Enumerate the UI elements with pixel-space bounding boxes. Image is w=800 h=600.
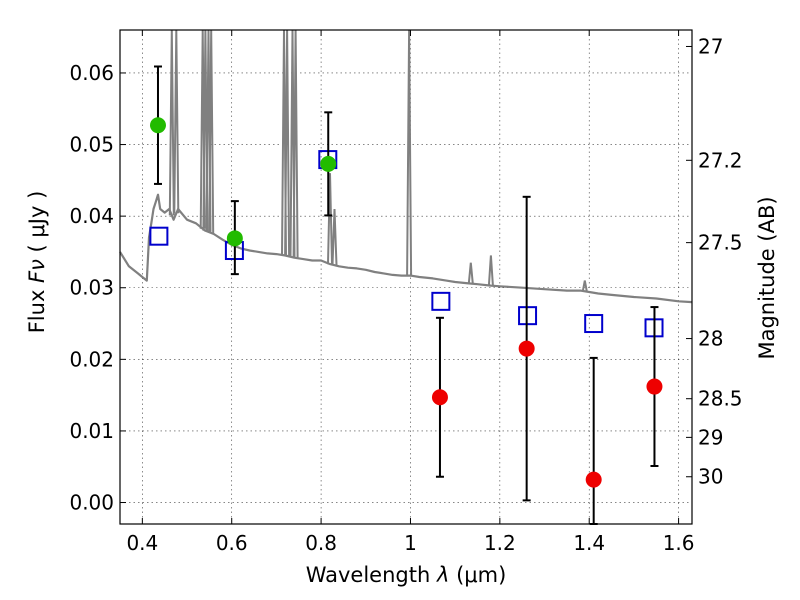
y2-tick-label: 28.5 [698, 387, 743, 411]
photometry-point [646, 378, 663, 395]
y2-tick-label: 30 [698, 465, 723, 489]
y2-axis-label: Magnitude (AB) [755, 196, 779, 359]
model-flux-square [431, 291, 451, 311]
photometry-point [320, 155, 337, 172]
y2-tick-label: 29 [698, 425, 723, 449]
y2-tick-label: 27.2 [698, 148, 743, 172]
y-tick-label: 0.01 [69, 419, 114, 443]
x-tick-label: 0.8 [305, 531, 337, 555]
y-axis-label: Flux Fν ( μJy ) [25, 191, 49, 334]
photometry-point [431, 389, 448, 406]
x-tick-label: 0.6 [216, 531, 248, 555]
x-axis-label: Wavelength λ (μm) [306, 563, 507, 587]
y-tick-label: 0.05 [69, 133, 114, 157]
y-tick-label: 0.02 [69, 347, 114, 371]
y2-tick-label: 27.5 [698, 231, 743, 255]
model-flux-square [584, 314, 604, 334]
photometry-point [149, 117, 166, 134]
photometry-point [518, 340, 535, 357]
x-tick-label: 0.4 [126, 531, 158, 555]
y-tick-label: 0.03 [69, 276, 114, 300]
y2-tick-label: 27 [698, 34, 723, 58]
sed-emission-line [467, 262, 474, 284]
sed-emission-line [327, 173, 333, 265]
x-tick-label: 1.4 [573, 531, 605, 555]
sed-emission-line [331, 208, 338, 266]
photometry-point [226, 230, 243, 247]
model-flux-square [149, 226, 169, 246]
y-tick-label: 0.00 [69, 491, 114, 515]
photometry-point [585, 471, 602, 488]
y-tick-label: 0.04 [69, 204, 114, 228]
x-tick-label: 1 [404, 531, 417, 555]
sed-emission-line [487, 255, 494, 286]
ticks: 0.4 0.6 0.8 1 1.2 1.4 1.6 0.00 0.01 0.02 0.03 0.04 0… [69, 30, 743, 555]
plot-frame [119, 29, 693, 525]
sed-emission-line [581, 280, 588, 292]
x-tick-label: 1.6 [663, 531, 695, 555]
x-tick-label: 1.2 [484, 531, 516, 555]
y-tick-label: 0.06 [69, 61, 114, 85]
markers [149, 65, 664, 525]
y2-tick-label: 28 [698, 327, 723, 351]
